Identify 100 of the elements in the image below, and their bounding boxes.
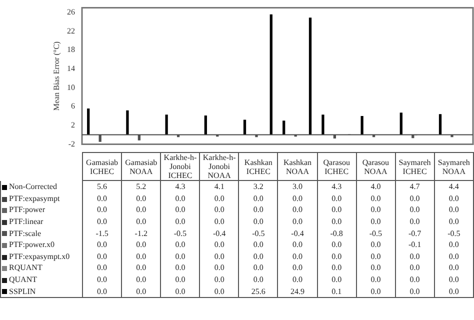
- x-tick-label: Kashkan ICHEC: [238, 152, 278, 180]
- data-label: 0.0: [160, 192, 200, 204]
- data-label: 0.0: [160, 262, 200, 274]
- data-label: -0.5: [356, 227, 396, 239]
- data-label: 0.0: [238, 238, 278, 251]
- data-label: 4.0: [356, 180, 396, 193]
- data-label: 0.0: [82, 274, 122, 286]
- data-label: 0.0: [200, 262, 239, 274]
- data-label: -0.4: [278, 227, 318, 239]
- x-tick-label: Gamasiab NOAA: [122, 152, 161, 180]
- data-label: 0.0: [160, 238, 200, 251]
- data-label: 0.0: [200, 274, 239, 286]
- data-label: -0.1: [395, 238, 434, 251]
- data-label: 0.0: [317, 204, 356, 216]
- data-label: 0.0: [395, 285, 434, 298]
- data-label: 25.6: [238, 285, 278, 298]
- data-label: 0.0: [395, 262, 434, 274]
- x-tick-label: Karkhe-h-Jonobi ICHEC: [160, 152, 200, 180]
- data-label: 0.0: [238, 204, 278, 216]
- data-label: -0.5: [160, 227, 200, 239]
- data-label: 0.0: [356, 250, 396, 262]
- data-label: -1.2: [122, 227, 161, 239]
- data-label: 0.0: [200, 285, 239, 298]
- data-label: 5.2: [122, 180, 161, 193]
- data-label: -1.5: [82, 227, 122, 239]
- data-label: 3.0: [278, 180, 318, 193]
- data-label: 0.0: [356, 216, 396, 228]
- data-label: 0.0: [122, 238, 161, 251]
- data-label: 4.1: [200, 180, 239, 193]
- x-tick-label: Saymareh ICHEC: [395, 152, 434, 180]
- data-label: 0.0: [278, 216, 318, 228]
- data-label: 0.0: [278, 204, 318, 216]
- legend-label: Non-Corrected: [0, 180, 82, 193]
- data-label: 0.0: [356, 204, 396, 216]
- data-label: 0.0: [434, 238, 474, 251]
- data-label: 0.0: [160, 216, 200, 228]
- data-label: 0.0: [82, 238, 122, 251]
- data-label: 0.0: [82, 262, 122, 274]
- data-label: 5.6: [82, 180, 122, 193]
- y-tick-label: 2: [71, 120, 75, 130]
- data-label: 0.0: [200, 238, 239, 251]
- legend-label: PTF:scale: [0, 227, 82, 239]
- data-label: 0.0: [434, 250, 474, 262]
- x-tick-label: Qarasou ICHEC: [317, 152, 356, 180]
- y-tick-label: 14: [67, 64, 75, 74]
- data-label: 0.0: [395, 192, 434, 204]
- data-label: 0.0: [160, 250, 200, 262]
- y-tick-label: -2: [68, 139, 75, 148]
- legend-label: PTF:power.x0: [0, 238, 82, 251]
- data-label: 0.0: [160, 204, 200, 216]
- legend-label: PTF:power: [0, 204, 82, 216]
- data-label: 0.0: [160, 274, 200, 286]
- data-label: 0.0: [200, 216, 239, 228]
- data-label: 0.0: [395, 274, 434, 286]
- y-tick-label: 6: [71, 102, 75, 111]
- y-tick-label: 26: [67, 8, 75, 17]
- data-label: 4.7: [395, 180, 434, 193]
- data-label: 4.4: [434, 180, 474, 193]
- data-label: 0.0: [122, 274, 161, 286]
- data-label: 0.0: [356, 285, 396, 298]
- y-axis-title: Mean Bias Error (°C): [52, 41, 61, 111]
- data-label: 0.0: [82, 285, 122, 298]
- x-tick-label: Gamasiab ICHEC: [82, 152, 122, 180]
- data-label: 0.0: [200, 192, 239, 204]
- data-label: 0.0: [356, 238, 396, 251]
- legend-label: QUANT: [0, 274, 82, 286]
- data-label: 0.0: [238, 250, 278, 262]
- data-label: 0.0: [317, 216, 356, 228]
- x-tick-label: Saymareh NOAA: [434, 152, 474, 180]
- data-label: 0.0: [82, 250, 122, 262]
- data-label: -0.8: [317, 227, 356, 239]
- data-label: 24.9: [278, 285, 318, 298]
- data-label: 0.0: [434, 262, 474, 274]
- data-label: 4.3: [160, 180, 200, 193]
- data-label: 0.0: [434, 216, 474, 228]
- data-label: 0.0: [122, 192, 161, 204]
- data-label: 0.0: [317, 192, 356, 204]
- data-label: 0.0: [238, 262, 278, 274]
- data-label: 0.0: [317, 274, 356, 286]
- data-label: 0.0: [238, 274, 278, 286]
- y-tick-label: 18: [67, 45, 75, 54]
- data-label: 0.0: [82, 204, 122, 216]
- data-label: 0.0: [317, 262, 356, 274]
- x-tick-label: Qarasou NOAA: [356, 152, 396, 180]
- y-tick-label: 22: [67, 26, 75, 36]
- x-tick-label: Karkhe-h-Jonobi NOAA: [200, 152, 239, 180]
- data-label: 0.0: [238, 192, 278, 204]
- data-label: 0.0: [82, 192, 122, 204]
- data-label: 0.0: [122, 216, 161, 228]
- data-label: 0.0: [395, 250, 434, 262]
- data-label: -0.7: [395, 227, 434, 239]
- data-label: 0.0: [200, 250, 239, 262]
- data-label: 0.0: [160, 285, 200, 298]
- data-label: 0.0: [122, 262, 161, 274]
- data-label: 4.3: [317, 180, 356, 193]
- data-label: 3.2: [238, 180, 278, 193]
- data-label: 0.1: [317, 285, 356, 298]
- legend-label: PTF:linear: [0, 216, 82, 228]
- data-label: 0.0: [278, 238, 318, 251]
- data-label: -0.4: [200, 227, 239, 239]
